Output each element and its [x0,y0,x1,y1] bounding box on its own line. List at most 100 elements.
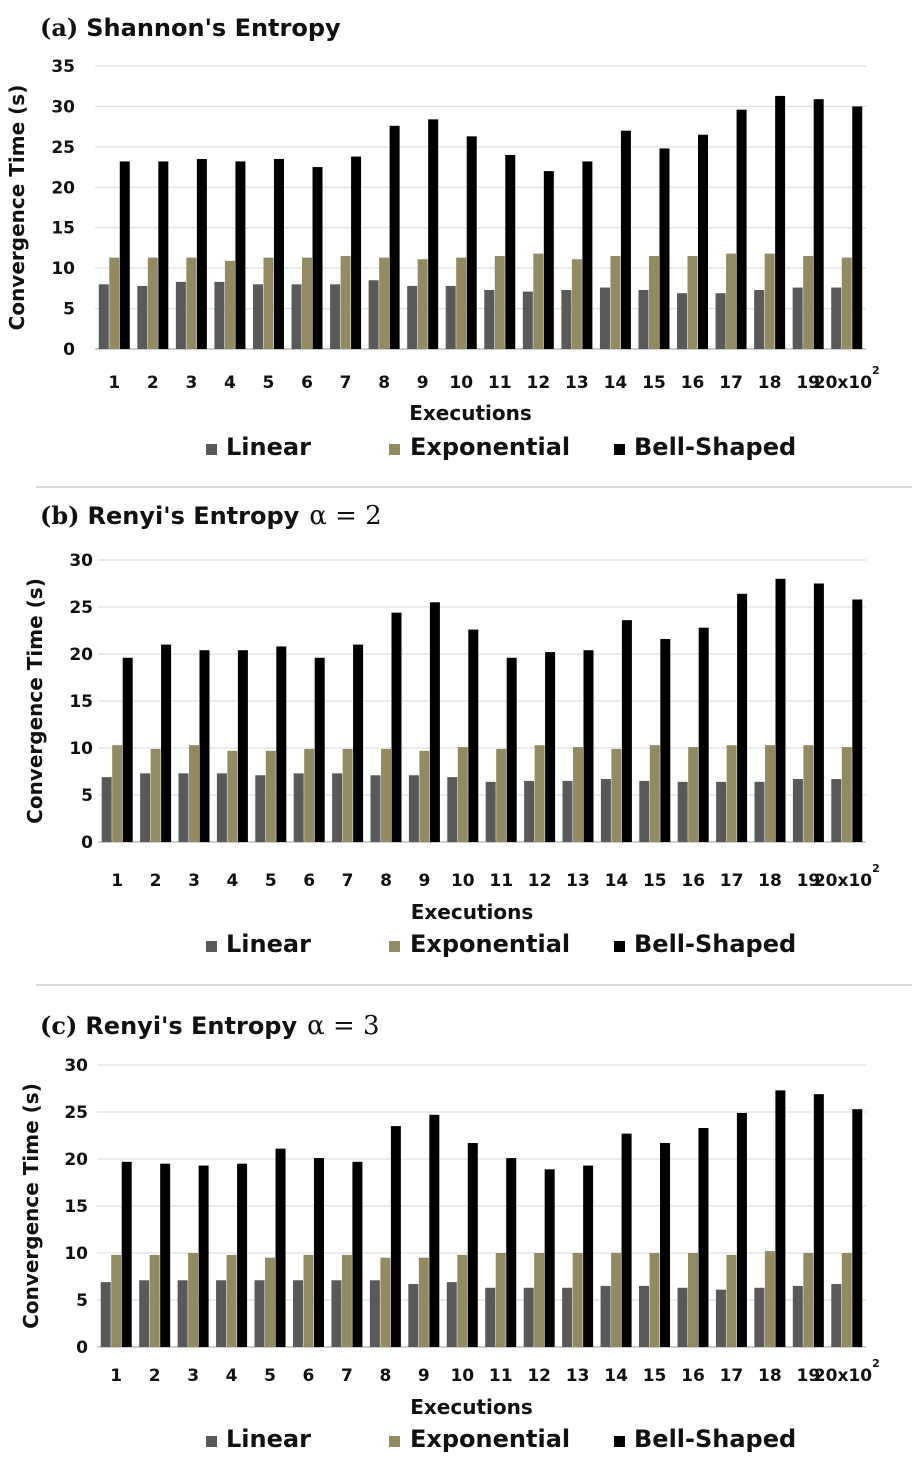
x-tick-label: 15 [643,1366,667,1386]
legend-swatch-linear [206,444,217,455]
y-tick-label: 5 [81,786,93,806]
y-tick-label: 25 [51,138,75,158]
y-tick-label: 30 [64,1056,88,1076]
bar-exponential-2 [150,748,161,842]
x-tick-label: 19 [797,871,821,891]
x-tick-text: 14 [605,871,629,891]
bar-linear-2 [139,1280,150,1347]
bar-linear-8 [368,280,379,349]
bar-exponential-14 [610,256,621,349]
bar-linear-17 [715,1289,726,1347]
bar-linear-13 [562,1287,573,1347]
x-tick-label: 2 [150,871,162,891]
bar-linear-2 [140,773,151,842]
bar-bell-shaped-11 [506,657,517,842]
bar-bell-shaped-16 [698,1127,709,1347]
bar-exponential-18 [764,253,775,349]
bar-bell-shaped-3 [199,650,210,842]
x-tick-label: 6 [303,871,315,891]
x-tick-label: 3 [188,871,200,891]
bar-exponential-19 [803,1253,814,1347]
x-tick-label: 1 [110,1366,122,1386]
bar-bell-shaped-12 [545,652,556,842]
x-tick-label: 7 [340,373,352,393]
bar-linear-4 [216,1280,227,1347]
bar-exponential-18 [765,745,775,842]
bar-linear-13 [562,780,573,842]
x-tick-text: 4 [226,871,238,891]
x-tick-label: 13 [565,373,589,393]
bar-bell-shaped-5 [275,1148,286,1347]
bar-exponential-18 [764,1251,775,1347]
x-tick-label: 4 [224,373,236,393]
bar-linear-11 [485,781,496,842]
x-tick-label: 1 [108,373,120,393]
bar-bell-shaped-12 [543,171,554,349]
x-tick-text: 11 [489,1366,513,1386]
bar-exponential-10 [457,747,468,842]
x-tick-text: 14 [604,1366,628,1386]
bar-linear-3 [177,1280,188,1347]
bar-bell-shaped-6 [312,167,323,349]
x-tick-label: 5 [264,1366,276,1386]
bar-linear-9 [407,285,418,349]
bar-linear-2 [137,285,148,349]
x-tick-superscript: 2 [872,1357,880,1370]
x-tick-text: 19 [796,1366,820,1386]
x-tick-label: 20x102 [814,1357,880,1386]
bar-exponential-10 [457,1254,468,1347]
bar-bell-shaped-19 [813,1094,824,1347]
x-tick-text: 3 [185,373,197,393]
bar-bell-shaped-20 [852,599,863,842]
x-tick-label: 11 [489,1366,513,1386]
y-tick-label: 30 [51,97,75,117]
x-tick-text: 6 [303,871,315,891]
bar-exponential-1 [111,1254,122,1347]
y-tick-label: 0 [81,833,93,853]
bar-exponential-17 [726,1254,737,1347]
y-tick-label: 0 [76,1338,88,1358]
bar-linear-15 [638,289,649,349]
x-tick-text: 7 [341,1366,353,1386]
bar-bell-shaped-15 [660,638,671,842]
bar-bell-shaped-20 [852,1109,863,1347]
x-tick-text: 9 [418,871,430,891]
y-tick-label: 35 [51,57,75,77]
bar-exponential-6 [304,748,315,842]
panel-letter: (a) [40,13,78,42]
panel-letter: (b) [40,501,80,530]
bar-bell-shaped-8 [390,1126,401,1347]
x-tick-label: 17 [720,1366,744,1386]
bar-linear-19 [792,287,803,349]
x-tick-label: 20x102 [814,862,880,891]
x-tick-label: 12 [528,871,552,891]
x-tick-label: 15 [643,871,667,891]
y-tick-label: 5 [76,1291,88,1311]
bar-linear-5 [252,284,263,349]
bar-exponential-12 [534,745,545,842]
bar-linear-17 [715,293,726,349]
bar-bell-shaped-19 [813,583,824,842]
x-tick-label: 12 [526,373,550,393]
bar-linear-16 [677,293,688,349]
bar-exponential-19 [803,256,814,349]
bar-exponential-9 [418,1257,429,1347]
bar-exponential-3 [189,745,199,842]
bar-exponential-20 [841,747,852,842]
x-tick-label: 8 [378,373,390,393]
bar-bell-shaped-13 [583,650,594,842]
x-tick-superscript: 2 [872,862,880,875]
bar-bell-shaped-2 [161,644,172,842]
x-tick-text: 20x10 [814,373,872,393]
bar-bell-shaped-14 [621,620,632,842]
x-tick-label: 18 [758,373,782,393]
x-tick-text: 17 [720,871,744,891]
bar-exponential-3 [188,1253,199,1347]
x-tick-label: 15 [642,373,666,393]
bar-bell-shaped-17 [736,109,747,349]
x-tick-label: 9 [418,1366,430,1386]
bar-exponential-15 [649,1253,660,1347]
bar-bell-shaped-12 [544,1169,555,1347]
